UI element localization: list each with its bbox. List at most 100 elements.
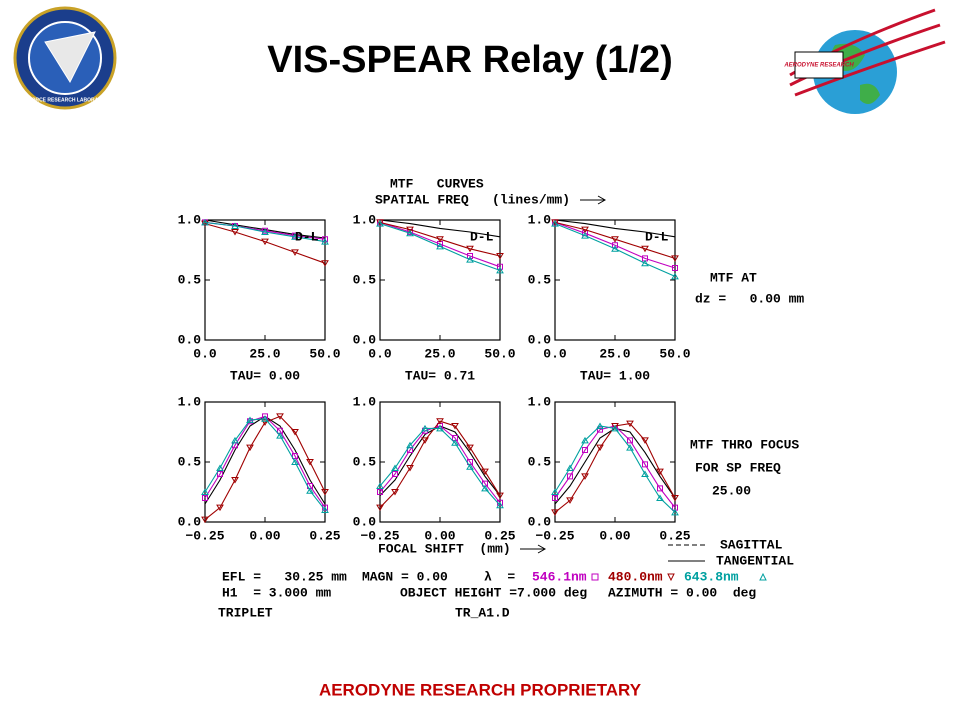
series-line bbox=[379, 420, 501, 508]
point-marker bbox=[497, 499, 503, 506]
point-marker bbox=[566, 497, 574, 504]
footer: AERODYNE RESEARCH PROPRIETARY bbox=[319, 680, 642, 699]
point-marker bbox=[551, 509, 559, 516]
point-marker bbox=[596, 444, 604, 452]
info: λ = bbox=[484, 569, 515, 584]
point-marker bbox=[657, 485, 663, 492]
y-tick-label: 0.0 bbox=[178, 332, 202, 347]
point-marker bbox=[246, 416, 254, 423]
y-tick-label: 0.5 bbox=[528, 454, 552, 469]
logo-wing bbox=[44, 31, 96, 84]
point-marker bbox=[611, 423, 619, 430]
y-tick-label: 0.0 bbox=[178, 514, 202, 529]
x-tick-label: −0.25 bbox=[360, 528, 399, 543]
point-marker bbox=[231, 477, 239, 484]
arrow bbox=[580, 195, 607, 205]
y-tick-label: 1.0 bbox=[178, 394, 202, 409]
point-marker bbox=[377, 489, 383, 495]
x-tick-label: 0.25 bbox=[484, 528, 515, 543]
point-marker bbox=[277, 427, 283, 434]
point-marker bbox=[436, 424, 444, 432]
point-marker bbox=[306, 459, 314, 466]
x-tick-label: −0.25 bbox=[185, 528, 224, 543]
point-marker bbox=[466, 463, 474, 470]
x-tick-label: 0.0 bbox=[193, 346, 217, 361]
x-tick-label: 0.25 bbox=[309, 528, 340, 543]
series-label: D-L bbox=[295, 229, 319, 244]
point-marker bbox=[376, 220, 384, 227]
y-tick-label: 0.0 bbox=[528, 332, 552, 347]
legend-marker bbox=[591, 573, 599, 581]
point-marker bbox=[567, 473, 573, 480]
caption: TAU= 0.00 bbox=[230, 368, 300, 383]
point-marker bbox=[451, 423, 459, 430]
x-tick-label: 0.0 bbox=[543, 346, 567, 361]
y-tick-label: 0.0 bbox=[528, 514, 552, 529]
chart: 0.0 0.5 1.0 0.0 25.0 50.0 TAU= 0.71 D-L bbox=[353, 212, 516, 383]
afrl-logo: AIR FORCE RESEARCH LABORATORY bbox=[13, 6, 117, 110]
y-tick-label: 0.5 bbox=[353, 454, 377, 469]
point-marker bbox=[496, 501, 504, 509]
point-marker bbox=[671, 508, 679, 516]
point-marker bbox=[217, 471, 223, 477]
chart: 0.0 0.5 1.0 0.0 25.0 50.0 TAU= 0.00 D-L bbox=[178, 212, 341, 383]
point-marker bbox=[611, 236, 619, 243]
point-marker bbox=[291, 429, 299, 436]
point-marker bbox=[321, 238, 329, 245]
point-marker bbox=[497, 263, 503, 270]
axis-label: FOCAL SHIFT (mm) bbox=[378, 541, 511, 556]
point-marker bbox=[436, 242, 444, 250]
series-line bbox=[379, 223, 501, 271]
point-marker bbox=[551, 220, 559, 227]
point-marker bbox=[437, 423, 443, 429]
side-label: 25.00 bbox=[712, 483, 751, 498]
point-marker bbox=[612, 242, 618, 249]
legend-marker bbox=[667, 573, 675, 582]
info: H1 = 3.000 mm bbox=[222, 585, 331, 600]
header: SPATIAL FREQ (lines/mm) bbox=[375, 192, 570, 207]
x-tick-label: 25.0 bbox=[599, 346, 630, 361]
point-marker bbox=[656, 468, 664, 476]
x-tick-label: 25.0 bbox=[424, 346, 455, 361]
point-marker bbox=[376, 219, 384, 226]
point-marker bbox=[321, 260, 329, 267]
point-marker bbox=[261, 228, 269, 235]
point-marker bbox=[671, 272, 679, 280]
point-marker bbox=[261, 415, 269, 422]
point-marker bbox=[436, 236, 444, 243]
point-marker bbox=[406, 229, 414, 237]
legend-text: 546.1nm bbox=[532, 569, 587, 584]
point-marker bbox=[376, 504, 384, 512]
point-marker bbox=[481, 468, 489, 476]
point-marker bbox=[466, 444, 474, 452]
plot-frame bbox=[379, 401, 501, 523]
chart: 0.0 0.5 1.0 −0.25 0.00 0.25 bbox=[178, 394, 341, 543]
point-marker bbox=[261, 419, 269, 426]
point-marker bbox=[216, 504, 224, 512]
caption: TAU= 1.00 bbox=[580, 368, 650, 383]
side-label: MTF THRO FOCUS bbox=[690, 437, 799, 452]
point-marker bbox=[641, 470, 649, 477]
series-line bbox=[204, 418, 326, 511]
series-line bbox=[204, 221, 326, 243]
y-tick-label: 0.0 bbox=[353, 514, 377, 529]
series-line bbox=[204, 415, 326, 521]
point-marker bbox=[671, 495, 679, 502]
point-marker bbox=[496, 492, 504, 500]
point-marker bbox=[611, 245, 619, 252]
caption: TAU= 0.71 bbox=[405, 368, 475, 383]
series-line bbox=[554, 223, 676, 277]
point-marker bbox=[436, 418, 444, 425]
point-marker bbox=[202, 495, 208, 501]
legend-text: TANGENTIAL bbox=[716, 553, 794, 568]
logo-text: AERODYNE RESEARCH bbox=[783, 63, 854, 69]
point-marker bbox=[496, 253, 504, 260]
info: AZIMUTH = 0.00 deg bbox=[608, 585, 756, 600]
point-marker bbox=[641, 245, 649, 253]
point-marker bbox=[626, 420, 634, 428]
legend-text: 643.8nm bbox=[684, 569, 739, 584]
point-marker bbox=[451, 439, 459, 446]
point-marker bbox=[306, 487, 314, 494]
annotation: D-L bbox=[470, 229, 494, 244]
x-tick-label: 0.0 bbox=[368, 346, 392, 361]
